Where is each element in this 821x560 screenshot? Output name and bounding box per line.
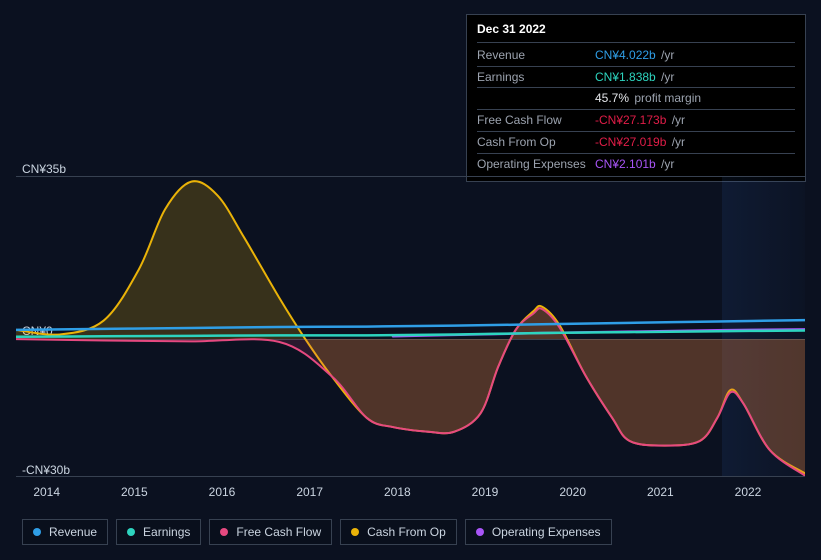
legend-item[interactable]: Operating Expenses: [465, 519, 612, 545]
tooltip-row-unit: /yr: [658, 70, 675, 84]
x-axis-label: 2022: [735, 485, 762, 499]
tooltip-row-label: Operating Expenses: [477, 156, 595, 173]
chart-svg: [16, 177, 805, 477]
x-axis-label: 2017: [296, 485, 323, 499]
tooltip-row-value: CN¥2.101b: [595, 157, 656, 171]
plot-area[interactable]: [16, 176, 805, 477]
tooltip-row-value: -CN¥27.173b: [595, 113, 666, 127]
tooltip-row-value: CN¥1.838b: [595, 70, 656, 84]
legend-swatch-icon: [220, 528, 228, 536]
legend-label: Operating Expenses: [492, 525, 601, 539]
x-axis-label: 2018: [384, 485, 411, 499]
legend-label: Cash From Op: [367, 525, 446, 539]
x-axis-label: 2014: [33, 485, 60, 499]
legend-swatch-icon: [33, 528, 41, 536]
legend-item[interactable]: Earnings: [116, 519, 201, 545]
legend-swatch-icon: [351, 528, 359, 536]
tooltip-row-unit: /yr: [668, 113, 685, 127]
tooltip-row-label: Free Cash Flow: [477, 112, 595, 129]
legend-item[interactable]: Revenue: [22, 519, 108, 545]
legend-swatch-icon: [476, 528, 484, 536]
x-axis-label: 2021: [647, 485, 674, 499]
tooltip-row-label: Cash From Op: [477, 134, 595, 151]
legend-label: Revenue: [49, 525, 97, 539]
tooltip-row-unit: /yr: [658, 48, 675, 62]
tooltip-row-value: -CN¥27.019b: [595, 135, 666, 149]
x-axis-label: 2020: [559, 485, 586, 499]
hover-tooltip: Dec 31 2022 RevenueCN¥4.022b /yrEarnings…: [466, 14, 806, 182]
x-axis: 2014 2015 2016 2017 2018 2019 2020 2021 2022: [0, 485, 821, 501]
tooltip-row-label: [477, 90, 595, 107]
x-axis-label: 2016: [209, 485, 236, 499]
tooltip-row-label: Revenue: [477, 47, 595, 64]
tooltip-row-unit: /yr: [668, 135, 685, 149]
y-axis-label: CN¥35b: [22, 162, 66, 176]
x-axis-label: 2019: [472, 485, 499, 499]
tooltip-row: Cash From Op-CN¥27.019b /yr: [477, 132, 795, 154]
tooltip-row-value: CN¥4.022b: [595, 48, 656, 62]
tooltip-date: Dec 31 2022: [477, 21, 795, 43]
tooltip-row: Free Cash Flow-CN¥27.173b /yr: [477, 110, 795, 132]
legend-item[interactable]: Free Cash Flow: [209, 519, 332, 545]
legend-label: Earnings: [143, 525, 190, 539]
legend: Revenue Earnings Free Cash Flow Cash From O…: [22, 519, 612, 545]
tooltip-row-unit: profit margin: [631, 91, 701, 105]
tooltip-row: 45.7% profit margin: [477, 88, 795, 110]
chart-container: Dec 31 2022 RevenueCN¥4.022b /yrEarnings…: [0, 0, 821, 560]
legend-label: Free Cash Flow: [236, 525, 321, 539]
legend-item[interactable]: Cash From Op: [340, 519, 457, 545]
x-axis-label: 2015: [121, 485, 148, 499]
tooltip-row-value: 45.7%: [595, 91, 629, 105]
tooltip-row: Operating ExpensesCN¥2.101b /yr: [477, 154, 795, 175]
tooltip-row-unit: /yr: [658, 157, 675, 171]
tooltip-row-label: Earnings: [477, 69, 595, 86]
tooltip-row: RevenueCN¥4.022b /yr: [477, 45, 795, 67]
legend-swatch-icon: [127, 528, 135, 536]
tooltip-row: EarningsCN¥1.838b /yr: [477, 67, 795, 89]
